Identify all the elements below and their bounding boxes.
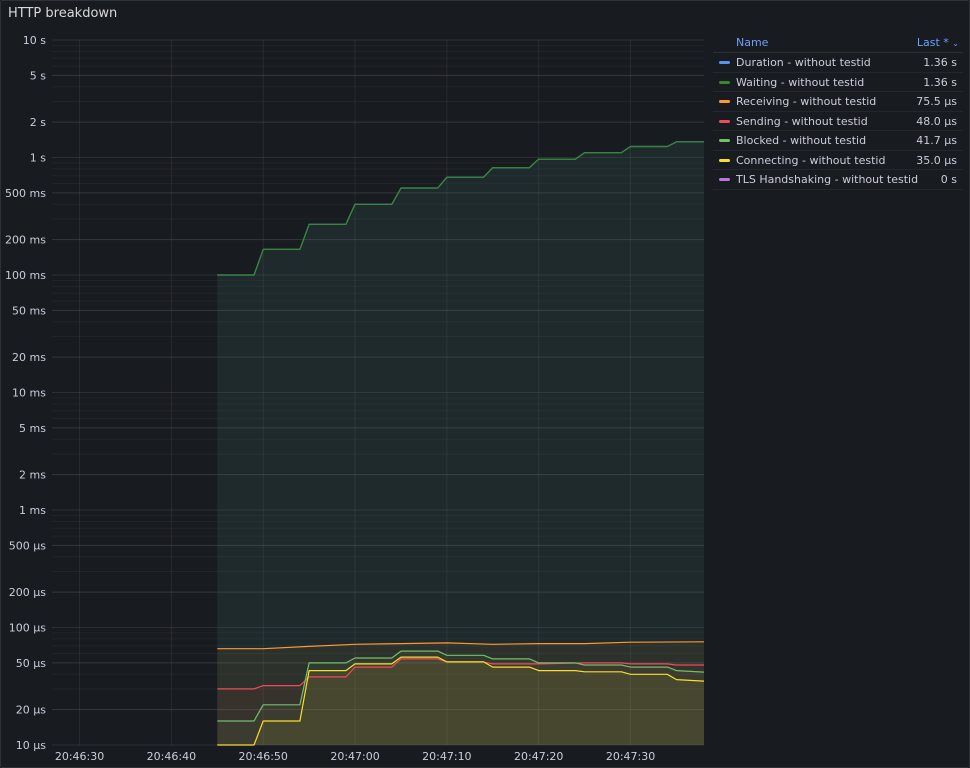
legend-series-name: Blocked - without testid [736, 134, 867, 147]
y-tick-label: 20 µs [16, 704, 46, 717]
legend-series-last-value: 35.0 µs [916, 153, 957, 167]
legend-series-last-value: 41.7 µs [916, 134, 957, 147]
legend-series-last-value: 75.5 µs [916, 95, 957, 108]
legend-header-name[interactable]: Name [736, 36, 769, 49]
legend-color-swatch [719, 61, 730, 64]
legend-series-last-value: 1.36 s [923, 56, 957, 69]
legend-row[interactable]: TLS Handshaking - without testid 0 s [713, 170, 963, 190]
y-tick-label: 10 s [23, 34, 46, 47]
y-tick-label: 100 µs [9, 622, 46, 635]
y-tick-label: 2 s [30, 116, 46, 129]
y-tick-label: 200 µs [9, 586, 46, 599]
series-line [217, 141, 704, 276]
legend-table: Name Last * ⌄ Duration - without testid 1… [713, 34, 963, 190]
x-tick-label: 20:47:20 [514, 750, 563, 763]
legend-color-swatch [719, 139, 730, 142]
legend-series-last-value: 0 s [940, 173, 957, 186]
legend-color-swatch [719, 178, 730, 181]
series-area [217, 641, 705, 745]
legend-series-name: TLS Handshaking - without testid [736, 173, 919, 186]
timeseries-chart[interactable]: 10 s 5 s 2 s 1 s 500 ms 200 ms 100 ms 50 ms 20 m… [1, 1, 707, 767]
legend-header: Name Last * ⌄ [713, 34, 963, 53]
series-line [217, 656, 705, 746]
series-line [217, 650, 705, 722]
legend-row[interactable]: Connecting - without testid 35.0 µs [713, 151, 963, 170]
legend-row[interactable]: Receiving - without testid 75.5 µs [713, 92, 963, 112]
y-tick-label: 1 s [30, 152, 46, 165]
legend-row[interactable]: Duration - without testid 1.36 s [713, 53, 963, 73]
y-axis: 10 s 5 s 2 s 1 s 500 ms 200 ms 100 ms 50 ms 20 m… [5, 34, 46, 752]
y-tick-label: 500 ms [5, 187, 46, 200]
y-tick-label: 50 µs [16, 657, 46, 670]
legend-color-swatch [719, 119, 730, 123]
series-lines [217, 141, 705, 746]
y-tick-label: 200 ms [5, 234, 46, 247]
y-tick-label: 10 ms [12, 387, 46, 400]
panel-title[interactable]: HTTP breakdown [8, 6, 118, 21]
series-line [217, 641, 705, 650]
y-tick-label: 20 ms [12, 351, 46, 364]
y-tick-label: 50 ms [12, 304, 46, 317]
legend-header-last[interactable]: Last * ⌄ [917, 36, 959, 49]
legend-series-name: Waiting - without testid [736, 75, 865, 89]
series-fills [217, 141, 705, 746]
series-area [217, 657, 705, 745]
legend-row[interactable]: Blocked - without testid 41.7 µs [713, 131, 963, 151]
legend-row[interactable]: Sending - without testid 48.0 µs [713, 112, 963, 131]
legend-series-last-value: 1.36 s [923, 75, 957, 89]
y-tick-label: 5 ms [19, 422, 46, 435]
x-tick-label: 20:47:00 [330, 750, 379, 763]
legend-series-name: Sending - without testid [736, 114, 868, 128]
legend-color-swatch [719, 80, 730, 84]
grid-lines [52, 39, 704, 746]
y-tick-label: 10 µs [16, 739, 46, 752]
series-area [217, 141, 705, 746]
legend-series-name: Duration - without testid [736, 56, 871, 69]
series-area [217, 658, 705, 745]
y-tick-label: 500 µs [9, 539, 46, 552]
legend-header-last-label: Last * [916, 36, 949, 49]
legend-rows: Duration - without testid 1.36 s Waiting -… [713, 53, 963, 190]
series-area [217, 141, 705, 746]
y-tick-label: 1 ms [19, 504, 46, 517]
y-tick-label: 2 ms [19, 469, 46, 482]
series-area [217, 651, 705, 745]
x-axis: 20:46:30 20:46:40 20:46:50 20:47:00 20:47:10… [55, 750, 655, 763]
x-tick-label: 20:46:40 [147, 750, 196, 763]
chevron-down-icon: ⌄ [952, 39, 959, 48]
x-tick-label: 20:46:50 [239, 750, 288, 763]
y-tick-label: 100 ms [5, 269, 46, 282]
legend-series-name: Receiving - without testid [736, 95, 877, 108]
legend-color-swatch [719, 100, 730, 103]
x-tick-label: 20:47:10 [422, 750, 471, 763]
legend-series-name: Connecting - without testid [736, 153, 886, 167]
legend-row[interactable]: Waiting - without testid 1.36 s [713, 73, 963, 92]
legend-color-swatch [719, 158, 730, 162]
x-tick-label: 20:47:30 [606, 750, 655, 763]
x-tick-label: 20:46:30 [55, 750, 104, 763]
y-tick-label: 5 s [30, 69, 46, 82]
legend-series-last-value: 48.0 µs [916, 114, 957, 128]
